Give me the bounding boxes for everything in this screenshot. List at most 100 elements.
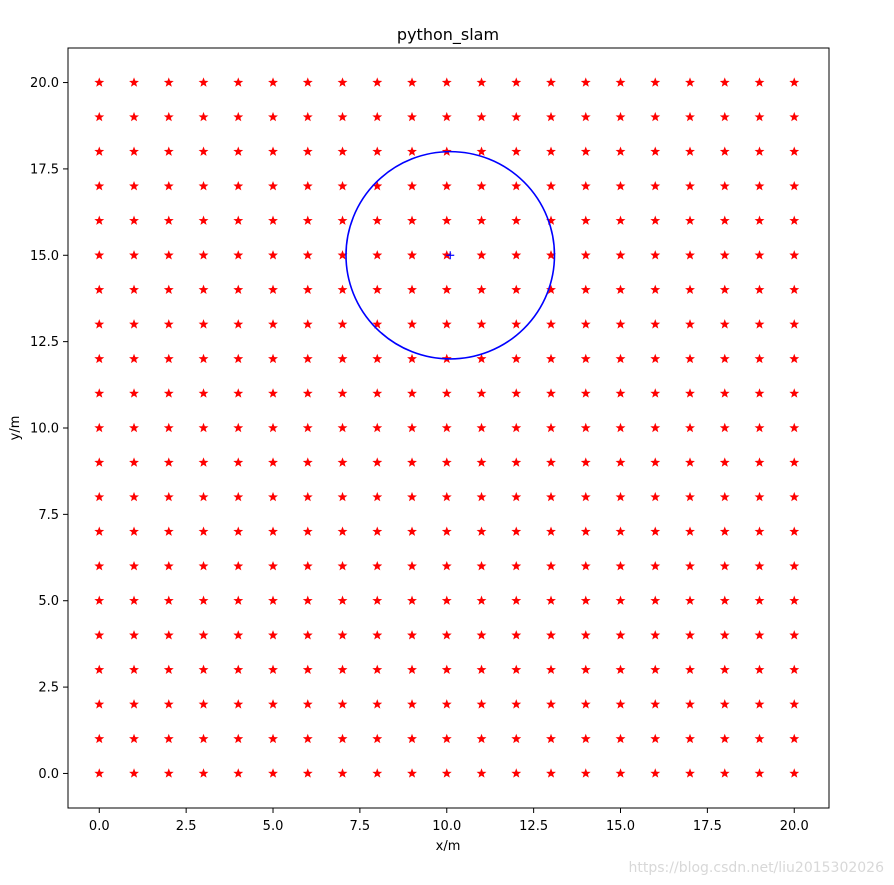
landmark-star-marker	[268, 388, 278, 398]
landmark-star-marker	[685, 111, 695, 122]
landmark-star-marker	[650, 630, 661, 640]
landmark-star-marker	[685, 180, 695, 191]
landmark-star-marker	[233, 768, 244, 778]
landmark-star-marker	[233, 422, 244, 433]
landmark-star-marker	[754, 180, 765, 191]
landmark-star-marker	[302, 664, 313, 675]
landmark-star-marker	[129, 491, 139, 502]
landmark-star-marker	[580, 319, 591, 329]
landmark-star-marker	[198, 388, 209, 398]
landmark-star-marker	[337, 146, 348, 156]
x-tick-label: 7.5	[350, 819, 371, 834]
landmark-star-marker	[337, 250, 348, 260]
landmark-star-marker	[754, 77, 765, 87]
landmark-star-marker	[789, 146, 800, 156]
landmark-star-marker	[650, 768, 661, 778]
landmark-star-marker	[129, 146, 139, 156]
x-tick-label: 20.0	[780, 819, 809, 834]
landmark-star-marker	[233, 180, 244, 191]
landmark-star-marker	[233, 699, 244, 709]
landmark-star-marker	[268, 768, 278, 778]
landmark-star-marker	[580, 733, 591, 744]
y-tick-label: 15.0	[30, 249, 59, 264]
landmark-star-marker	[580, 560, 591, 571]
landmark-star-marker	[685, 491, 695, 502]
landmark-star-marker	[719, 526, 730, 536]
landmark-star-marker	[511, 319, 522, 329]
landmark-star-marker	[407, 699, 417, 709]
landmark-star-marker	[129, 526, 139, 536]
landmark-star-marker	[650, 77, 661, 87]
landmark-star-marker	[476, 353, 487, 364]
landmark-star-marker	[719, 250, 730, 260]
y-axis-ticks: 0.0 2.5 5.0 7.5 10.0 12.5 15.0 17.5 20.0	[30, 76, 68, 782]
y-tick-label: 2.5	[38, 681, 59, 696]
landmark-star-marker	[754, 526, 765, 536]
landmark-star-marker	[546, 319, 556, 329]
x-tick-label: 12.5	[519, 819, 548, 834]
landmark-star-marker	[407, 111, 417, 122]
landmark-star-marker	[789, 215, 800, 225]
landmark-star-marker	[685, 319, 695, 329]
landmark-star-marker	[372, 319, 383, 329]
landmark-star-marker	[163, 630, 174, 640]
landmark-star-marker	[372, 630, 383, 640]
landmark-star-marker	[163, 388, 174, 398]
landmark-star-marker	[337, 319, 348, 329]
landmark-star-marker	[198, 250, 209, 260]
landmark-star-marker	[407, 526, 417, 536]
landmark-star-marker	[337, 699, 348, 709]
landmark-star-marker	[372, 215, 383, 225]
landmark-star-marker	[476, 284, 487, 295]
landmark-star-marker	[719, 146, 730, 156]
landmark-star-marker	[441, 457, 452, 467]
landmark-star-marker	[372, 77, 383, 87]
landmark-star-marker	[94, 491, 105, 502]
landmark-star-marker	[685, 457, 695, 467]
landmark-star-marker	[719, 595, 730, 605]
landmark-star-marker	[233, 215, 244, 225]
landmark-star-marker	[268, 630, 278, 640]
landmark-star-marker	[407, 768, 417, 778]
landmark-star-marker	[441, 560, 452, 571]
landmark-star-marker	[372, 284, 383, 295]
landmark-star-marker	[580, 422, 591, 433]
landmark-star-marker	[94, 422, 105, 433]
x-tick-label: 2.5	[176, 819, 197, 834]
landmark-star-marker	[337, 733, 348, 744]
landmark-star-marker	[789, 388, 800, 398]
landmark-star-marker	[302, 77, 313, 87]
landmark-star-marker	[441, 215, 452, 225]
landmark-star-marker	[650, 146, 661, 156]
landmark-star-marker	[372, 560, 383, 571]
landmark-star-marker	[789, 630, 800, 640]
landmark-star-marker	[511, 526, 522, 536]
landmark-star-marker	[372, 111, 383, 122]
landmark-star-marker	[268, 422, 278, 433]
landmark-star-marker	[615, 319, 626, 329]
landmark-star-marker	[511, 250, 522, 260]
landmark-star-marker	[94, 733, 105, 744]
landmark-star-marker	[441, 284, 452, 295]
landmark-star-marker	[580, 457, 591, 467]
landmark-star-marker	[407, 388, 417, 398]
landmark-star-marker	[789, 560, 800, 571]
landmark-star-marker	[685, 630, 695, 640]
landmark-star-marker	[580, 526, 591, 536]
landmark-star-marker	[302, 146, 313, 156]
landmark-star-marker	[337, 215, 348, 225]
landmark-star-marker	[129, 457, 139, 467]
landmark-star-marker	[719, 353, 730, 364]
landmark-star-marker	[129, 284, 139, 295]
landmark-star-marker	[719, 388, 730, 398]
landmark-star-marker	[546, 180, 556, 191]
landmark-star-marker	[372, 457, 383, 467]
landmark-star-marker	[685, 595, 695, 605]
landmark-star-marker	[546, 526, 556, 536]
landmark-star-marker	[94, 699, 105, 709]
landmark-star-marker	[94, 630, 105, 640]
x-axis-label: x/m	[436, 839, 461, 854]
landmark-star-marker	[650, 353, 661, 364]
landmark-star-marker	[789, 180, 800, 191]
